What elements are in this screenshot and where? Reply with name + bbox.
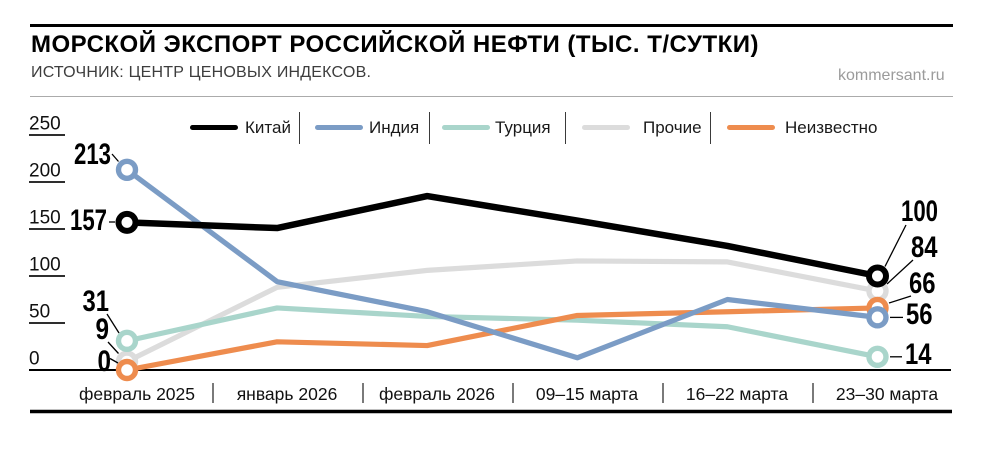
label-leader	[109, 357, 119, 364]
legend-swatch-china	[190, 125, 238, 130]
label-leader	[107, 341, 119, 354]
x-axis-label: февраль 2026	[379, 384, 495, 404]
top-rule	[30, 24, 953, 27]
legend-swatch-india	[315, 125, 363, 130]
header-divider	[30, 96, 953, 97]
series-marker-india	[866, 306, 889, 329]
x-axis-label: 16–22 марта	[686, 384, 788, 404]
x-axis-label: январь 2026	[237, 384, 338, 404]
legend-divider	[429, 112, 430, 144]
value-label-last-others: 84	[911, 231, 938, 264]
value-label-first-china: 157	[70, 204, 107, 237]
legend-label-others: Прочие	[643, 118, 702, 137]
value-label-first-others: 9	[96, 313, 110, 346]
series-marker-india	[115, 158, 139, 181]
legend-swatch-others	[582, 125, 630, 130]
legend-swatch-unknown	[727, 125, 775, 130]
value-label-last-turkey: 14	[905, 338, 932, 371]
y-tick-label: 250	[29, 114, 61, 135]
x-axis-label: 09–15 марта	[536, 384, 638, 404]
value-label-last-unknown: 66	[909, 267, 936, 300]
legend-label-china: Китай	[245, 118, 291, 137]
series-marker-china	[866, 264, 889, 288]
y-tick-label: 200	[29, 161, 61, 182]
series-line-india	[125, 167, 878, 361]
value-label-first-india: 213	[74, 138, 111, 171]
series-line-china	[126, 192, 879, 280]
label-leader	[884, 224, 907, 267]
label-leader	[888, 295, 912, 304]
legend-divider	[710, 112, 711, 144]
value-label-last-india: 56	[906, 298, 933, 331]
label-leader	[111, 153, 119, 162]
site-credit: kommersant.ru	[838, 67, 945, 84]
value-label-last-china: 100	[901, 195, 938, 228]
series-marker-turkey	[866, 345, 889, 369]
legend-label-unknown: Неизвестно	[785, 118, 878, 137]
label-leader	[886, 259, 914, 285]
y-tick-label: 50	[29, 302, 50, 323]
label-leader	[106, 313, 120, 334]
legend-divider	[565, 112, 566, 144]
series-marker-unknown	[115, 358, 139, 382]
series-marker-china	[115, 210, 139, 234]
y-tick-label: 0	[29, 349, 40, 370]
source-note: ИСТОЧНИК: ЦЕНТР ЦЕНОВЫХ ИНДЕКСОВ.	[31, 64, 372, 81]
legend: Китай Индия Турция Прочие Неизвестно	[0, 0, 1000, 150]
value-label-first-unknown: 0	[98, 345, 112, 378]
legend-swatch-turkey	[442, 125, 490, 130]
value-label-first-turkey: 31	[83, 285, 110, 318]
series-line-unknown	[126, 305, 878, 373]
y-tick-label: 150	[29, 208, 61, 229]
x-axis-label: февраль 2025	[79, 384, 195, 404]
x-axis-label: 23–30 марта	[836, 384, 938, 404]
legend-divider	[299, 112, 300, 144]
chart-title: МОРСКОЙ ЭКСПОРТ РОССИЙСКОЙ НЕФТИ (ТЫС. Т…	[31, 31, 760, 58]
series-line-turkey	[126, 305, 879, 360]
legend-label-india: Индия	[369, 118, 420, 137]
series-marker-turkey	[115, 329, 139, 353]
y-tick-label: 100	[29, 255, 61, 276]
legend-label-turkey: Турция	[495, 118, 551, 137]
series-line-others	[125, 258, 878, 364]
